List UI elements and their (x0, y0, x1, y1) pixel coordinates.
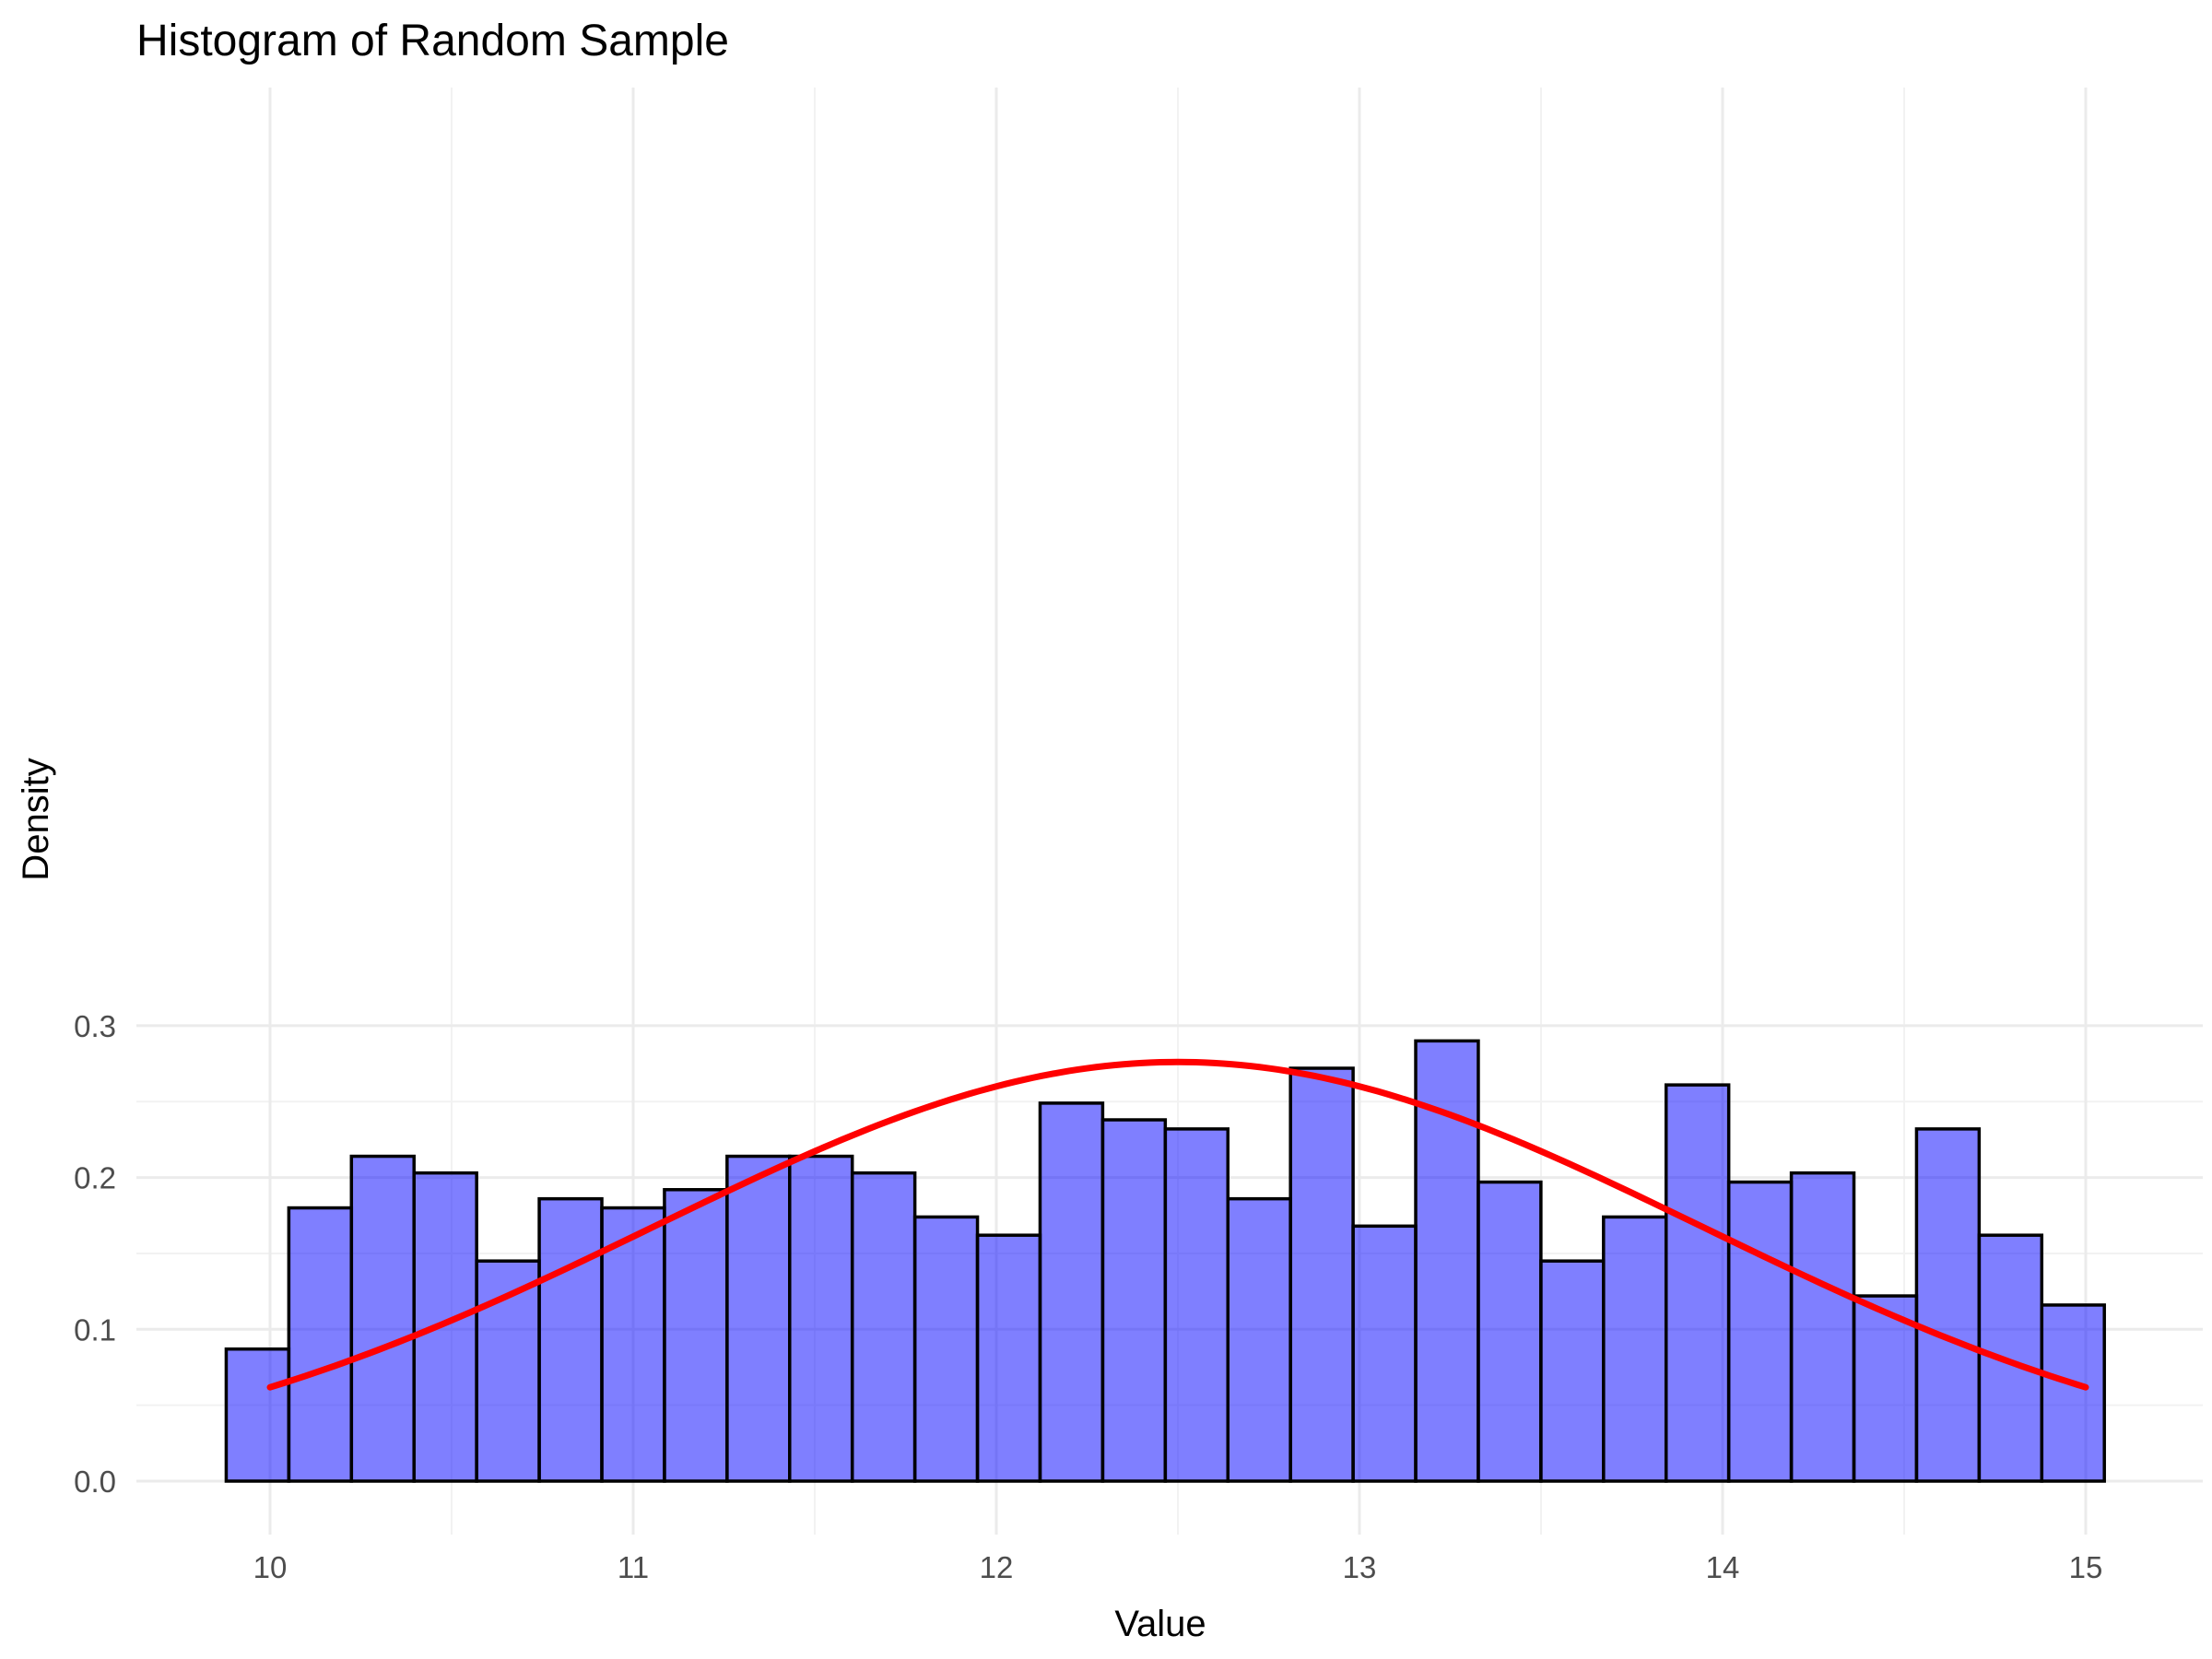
histogram-bar (1163, 1127, 1230, 1483)
x-tick-label: 14 (1706, 1550, 1740, 1584)
histogram-bar (1852, 1294, 1919, 1483)
x-axis-title: Value (1114, 1604, 1206, 1644)
histogram-bar (412, 1171, 478, 1483)
histogram-bar (1602, 1215, 1668, 1483)
x-tick-label: 15 (2069, 1550, 2103, 1584)
x-tick-label: 10 (253, 1550, 288, 1584)
histogram-bar (1977, 1233, 2044, 1483)
histogram-bar (1789, 1171, 1856, 1483)
y-axis-ticks: 0.0 0.1 0.2 0.3 (74, 1009, 116, 1499)
x-tick-label: 11 (618, 1550, 649, 1584)
histogram-bar (600, 1206, 666, 1483)
histogram-bar (287, 1206, 354, 1483)
histogram-bar (1726, 1180, 1794, 1483)
histogram-bar (850, 1171, 917, 1483)
y-tick-label: 0.3 (74, 1009, 116, 1043)
histogram-bar (1914, 1127, 1982, 1483)
histogram-bar (1539, 1259, 1606, 1483)
histogram-bars (224, 1039, 2106, 1483)
histogram-bar (975, 1233, 1042, 1483)
density-curve-layer (266, 1058, 2089, 1391)
normal-density-curve (266, 1058, 2089, 1391)
histogram-bar (1226, 1196, 1292, 1483)
x-axis-ticks: 10 11 12 13 14 15 (253, 1550, 2103, 1584)
y-axis-title: Density (16, 758, 56, 880)
x-tick-label: 13 (1343, 1550, 1377, 1584)
chart-title: Histogram of Random Sample (136, 17, 729, 65)
histogram-bar (1477, 1180, 1543, 1483)
histogram-bar (663, 1188, 729, 1483)
histogram-bar (912, 1215, 980, 1483)
y-tick-label: 0.2 (74, 1161, 116, 1195)
histogram-bar (224, 1347, 291, 1483)
histogram-bar (1100, 1118, 1168, 1483)
x-tick-label: 12 (980, 1550, 1014, 1584)
histogram-bar (788, 1154, 854, 1483)
histogram-bar (1038, 1101, 1105, 1483)
histogram-bar (349, 1154, 416, 1483)
histogram-bar (1288, 1066, 1355, 1483)
histogram-bar (725, 1154, 792, 1483)
histogram-bar (1351, 1224, 1418, 1483)
y-tick-label: 0.1 (74, 1312, 116, 1347)
histogram-bar (1664, 1083, 1731, 1483)
histogram-bar (537, 1196, 604, 1483)
histogram-bar (2040, 1303, 2106, 1483)
y-tick-label: 0.0 (74, 1465, 116, 1499)
